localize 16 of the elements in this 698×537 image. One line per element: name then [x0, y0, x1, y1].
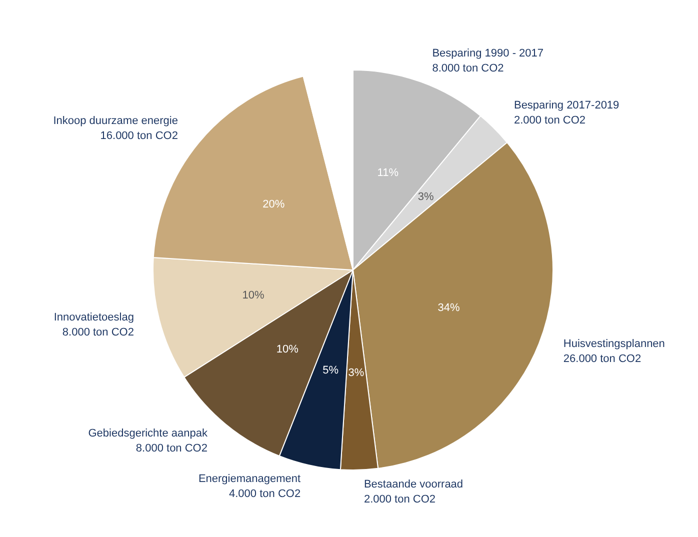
data-label: 3%	[418, 191, 434, 204]
slice-label: Bestaande voorraad 2.000 ton CO2	[364, 478, 464, 506]
slice-label: Innovatietoeslag 8.000 ton CO2	[54, 312, 134, 339]
data-label: 10%	[242, 290, 264, 302]
data-label: 20%	[262, 198, 285, 210]
data-label: 34%	[438, 302, 460, 314]
slice-label: Besparing 2017-2019 2.000 ton CO2	[514, 100, 620, 127]
slice-label: Inkoop duurzame energie 16.000 ton CO2	[53, 114, 178, 142]
slice-label: Energiemanagement 4.000 ton CO2	[198, 473, 301, 500]
slice-label: Gebiedsgerichte aanpak 8.000 ton CO2	[88, 428, 208, 455]
data-label: 3%	[348, 366, 364, 379]
data-label: 11%	[377, 167, 399, 180]
slice-label: Besparing 1990 - 2017 8.000 ton CO2	[432, 48, 544, 75]
data-label: 5%	[322, 364, 339, 377]
data-label: 10%	[276, 343, 299, 356]
slice-label: Huisvestingsplannen 26.000 ton CO2	[563, 338, 665, 366]
